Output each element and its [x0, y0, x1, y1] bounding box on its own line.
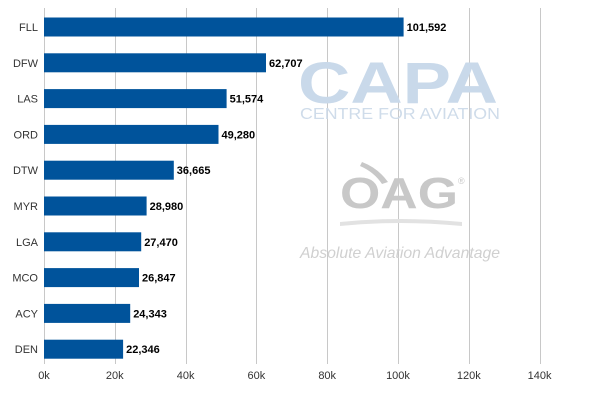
data-label-mco: 26,847	[142, 273, 176, 285]
x-tick-label-3: 60k	[248, 370, 266, 382]
category-label-las: LAS	[17, 94, 38, 106]
category-label-fll: FLL	[19, 22, 38, 34]
data-label-myr: 28,980	[150, 201, 184, 213]
category-label-dtw: DTW	[13, 165, 39, 177]
x-tick-label-1: 20k	[106, 370, 124, 382]
data-label-fll: 101,592	[407, 22, 447, 34]
bars	[44, 17, 404, 359]
oag-swoosh-icon	[360, 162, 388, 184]
bar-myr	[44, 196, 147, 216]
oag-underline	[340, 219, 462, 226]
bar-lga	[44, 232, 142, 252]
x-tick-label-5: 100k	[386, 370, 410, 382]
capa-logo-text: CAPA	[298, 51, 498, 116]
capa-tagline: CENTRE FOR AVIATION	[300, 106, 500, 123]
bar-las	[44, 89, 227, 109]
category-label-mco: MCO	[12, 273, 38, 285]
category-labels: FLL DFW LAS ORD DTW MYR LGA MCO ACY DEN	[12, 22, 38, 356]
bar-mco	[44, 268, 139, 288]
data-label-dtw: 36,665	[177, 165, 211, 177]
bar-acy	[44, 303, 131, 323]
data-label-lga: 27,470	[144, 237, 178, 249]
x-axis-tick-labels: 0k 20k 40k 60k 80k 100k 120k 140k	[38, 370, 552, 382]
data-label-ord: 49,280	[222, 129, 256, 141]
category-label-den: DEN	[15, 344, 38, 356]
oag-tagline: Absolute Aviation Advantage	[299, 245, 500, 262]
x-tick-label-2: 40k	[177, 370, 195, 382]
bar-den	[44, 339, 124, 359]
bar-fll	[44, 17, 404, 37]
x-tick-label-0: 0k	[38, 370, 50, 382]
oag-logo-text: OAG	[340, 169, 458, 218]
bar-dtw	[44, 160, 174, 180]
data-label-den: 22,346	[126, 344, 160, 356]
category-label-myr: MYR	[14, 201, 39, 213]
data-label-dfw: 62,707	[269, 58, 303, 70]
category-label-dfw: DFW	[13, 58, 39, 70]
capa-watermark: CAPA CENTRE FOR AVIATION	[298, 51, 500, 123]
category-label-ord: ORD	[14, 129, 39, 141]
category-label-acy: ACY	[15, 308, 38, 320]
bar-dfw	[44, 53, 266, 73]
data-label-las: 51,574	[230, 94, 265, 106]
bar-ord	[44, 124, 219, 144]
x-tick-label-7: 140k	[528, 370, 552, 382]
category-label-lga: LGA	[16, 237, 39, 249]
x-tick-label-4: 80k	[318, 370, 336, 382]
oag-watermark: OAG ® Absolute Aviation Advantage	[299, 162, 500, 262]
oag-registered-mark: ®	[458, 176, 465, 186]
data-labels: 101,592 62,707 51,574 49,280 36,665 28,980 27,…	[126, 22, 446, 356]
data-label-acy: 24,343	[133, 308, 167, 320]
x-tick-label-6: 120k	[457, 370, 481, 382]
